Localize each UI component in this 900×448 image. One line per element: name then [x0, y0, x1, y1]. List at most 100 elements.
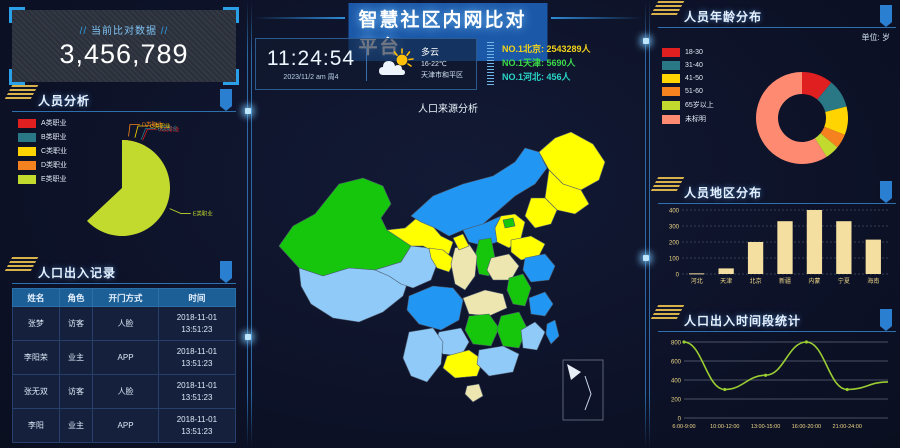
donut-legend-item-5[interactable]: 未标明: [662, 114, 714, 124]
data-point-4[interactable]: [845, 387, 849, 392]
table-row[interactable]: 李阳荣 业主 APP 2018-11-01 13:51:23: [12, 340, 237, 375]
province-fujian: [520, 321, 546, 351]
stripes-icon: [649, 1, 685, 17]
donut-legend-item-0[interactable]: 18-30: [662, 48, 714, 57]
pie-callout-line: [140, 128, 156, 140]
divider-dot-right-top: [643, 38, 649, 44]
bracket-bottom-right-icon: [223, 69, 239, 85]
table-cell-time: 2018-11-01 13:51:23: [157, 340, 237, 375]
legend-swatch: [662, 74, 680, 83]
data-point-3[interactable]: [804, 340, 808, 344]
table-col-2: 开门方式: [92, 288, 159, 307]
table-cell: 李阳荣: [12, 340, 60, 375]
table-row[interactable]: 李阳 业主 APP 2018-11-01 13:51:23: [12, 408, 237, 443]
x-tick-label-1: 天津: [720, 278, 732, 285]
province-taiwan: [545, 319, 560, 345]
pie-legend: A类职业 B类职业 C类职业 D类职业 E类职业: [18, 118, 67, 188]
donut-legend: 18-30 31-40 41-50 51-60 65岁以上未标明: [662, 48, 714, 128]
legend-label: 未标明: [685, 116, 706, 123]
legend-label: 65岁以上: [685, 102, 714, 109]
weather-condition: 多云: [421, 47, 440, 58]
donut-slice-2[interactable]: [824, 106, 848, 135]
map-title: 人口来源分析: [418, 104, 478, 115]
province-gansu: [386, 215, 454, 255]
china-map-svg[interactable]: [263, 118, 633, 438]
province-jiangxi: [496, 311, 528, 349]
panel-header-entry-records: 人口出入记录: [3, 257, 236, 284]
province-xinjiang: [278, 177, 412, 277]
bar-5[interactable]: [836, 221, 852, 274]
donut-legend-item-1[interactable]: 31-40: [662, 61, 714, 70]
left-column: // 当前比对数据 // 3,456,789 人员分析 A类职业 B类职业 C类职业…: [0, 0, 248, 448]
panel-region-distribution: 人员地区分布 0 100 200 300 400 河北 天津 北京 新疆 内蒙 宁夏 海南: [649, 177, 896, 294]
bar-1[interactable]: [718, 268, 734, 274]
donut-legend-item-4[interactable]: 65岁以上: [662, 100, 714, 110]
data-point-0[interactable]: [682, 340, 686, 344]
x-tick-label-3: 新疆: [779, 277, 791, 285]
weather-widget: 多云 16-22℃ 天津市和平区: [367, 46, 476, 82]
pie-chart-person-analysis: A类职业 B类职业 C类职业 D类职业 E类职业: [12, 112, 236, 250]
donut-slice-0[interactable]: [802, 72, 832, 100]
divider-dot-right-bottom: [643, 255, 649, 261]
donut-slice-5[interactable]: [756, 72, 827, 164]
line-chart-time: 0 200 400 600 800 6:00-9:00 10:00-12:00 13:00-1…: [658, 336, 896, 440]
stat-label: 当前比对数据: [91, 26, 157, 37]
bar-chart-region: 0 100 200 300 400 河北 天津 北京 新疆 内蒙 宁夏 海南: [658, 206, 896, 294]
stat-value: 3,456,789: [59, 39, 189, 69]
data-point-2[interactable]: [764, 373, 768, 377]
entry-records-table: 姓名 角色 开门方式 时间 张梦 访客 人脸 2018-11-01 13:51:23 李阳荣 业主…: [12, 288, 237, 443]
bar-4[interactable]: [806, 210, 823, 274]
data-point-1[interactable]: [723, 387, 727, 392]
table-cell: 人脸: [92, 374, 159, 409]
x-tick-label-3: 16:00-20:00: [792, 424, 821, 430]
province-liaoning: [524, 197, 558, 229]
legend-swatch: [18, 118, 36, 128]
legend-label: 51-60: [685, 88, 703, 95]
legend-swatch: [662, 87, 680, 96]
table-cell-time: 2018-11-01 13:51:23: [157, 374, 237, 409]
table-cell: 业主: [58, 340, 94, 375]
pie-legend-item-0[interactable]: A类职业: [18, 118, 67, 128]
donut-slice-3[interactable]: [820, 126, 845, 148]
pie-legend-item-3[interactable]: D类职业: [18, 160, 67, 170]
x-tick-label-1: 10:00-12:00: [710, 424, 739, 430]
bar-6[interactable]: [865, 239, 881, 274]
panel-tab-icon: [880, 181, 892, 203]
ranking-rows: NO.1北京: 2543289人 NO.1天津: 5690人 NO.1河北: 456…: [502, 43, 591, 85]
table-row[interactable]: 张梦 访客 人脸 2018-11-01 13:51:23: [12, 306, 237, 341]
donut-slice-4[interactable]: [814, 133, 838, 157]
bracket-top-left-icon: [9, 7, 25, 23]
legend-swatch: [18, 160, 36, 170]
ranking-row-1: NO.1天津: 5690人: [502, 58, 576, 69]
title-line-left: [253, 17, 345, 19]
pie-slice-4[interactable]: [87, 140, 171, 236]
table-cell: 张梦: [12, 306, 60, 341]
donut-slice-1[interactable]: [817, 82, 847, 113]
panel-tab-icon: [220, 261, 232, 283]
table-cell-time: 2018-11-01 13:51:23: [157, 306, 237, 341]
pie-legend-item-1[interactable]: B类职业: [18, 132, 67, 142]
bar-2[interactable]: [747, 242, 764, 274]
ranking-row-2: NO.1河北: 456人: [502, 71, 571, 82]
bar-0[interactable]: [689, 273, 705, 275]
y-tick-label: 800: [671, 341, 682, 347]
province-guangxi: [442, 349, 484, 379]
pie-legend-item-2[interactable]: C类职业: [18, 146, 67, 156]
divider-right: [645, 0, 646, 448]
bar-3[interactable]: [777, 221, 793, 274]
stripes-icon: [3, 257, 39, 273]
province-shaanxi: [450, 243, 478, 291]
panel-header-region-distribution: 人员地区分布: [649, 177, 896, 204]
donut-legend-item-3[interactable]: 51-60: [662, 87, 714, 96]
province-anhui: [506, 273, 532, 307]
donut-legend-item-2[interactable]: 41-50: [662, 74, 714, 83]
china-map[interactable]: [263, 118, 633, 438]
pie-legend-item-4[interactable]: E类职业: [18, 174, 67, 184]
table-row[interactable]: 张无双 访客 人脸 2018-11-01 13:51:23: [12, 374, 237, 409]
province-hunan: [464, 313, 500, 347]
table-cell: 人脸: [92, 306, 159, 341]
panel-entry-records: 人口出入记录 姓名 角色 开门方式 时间 张梦 访客 人脸 2018-11-01 13:51:…: [3, 257, 237, 448]
province-guangdong: [476, 345, 520, 377]
legend-swatch: [662, 114, 680, 124]
